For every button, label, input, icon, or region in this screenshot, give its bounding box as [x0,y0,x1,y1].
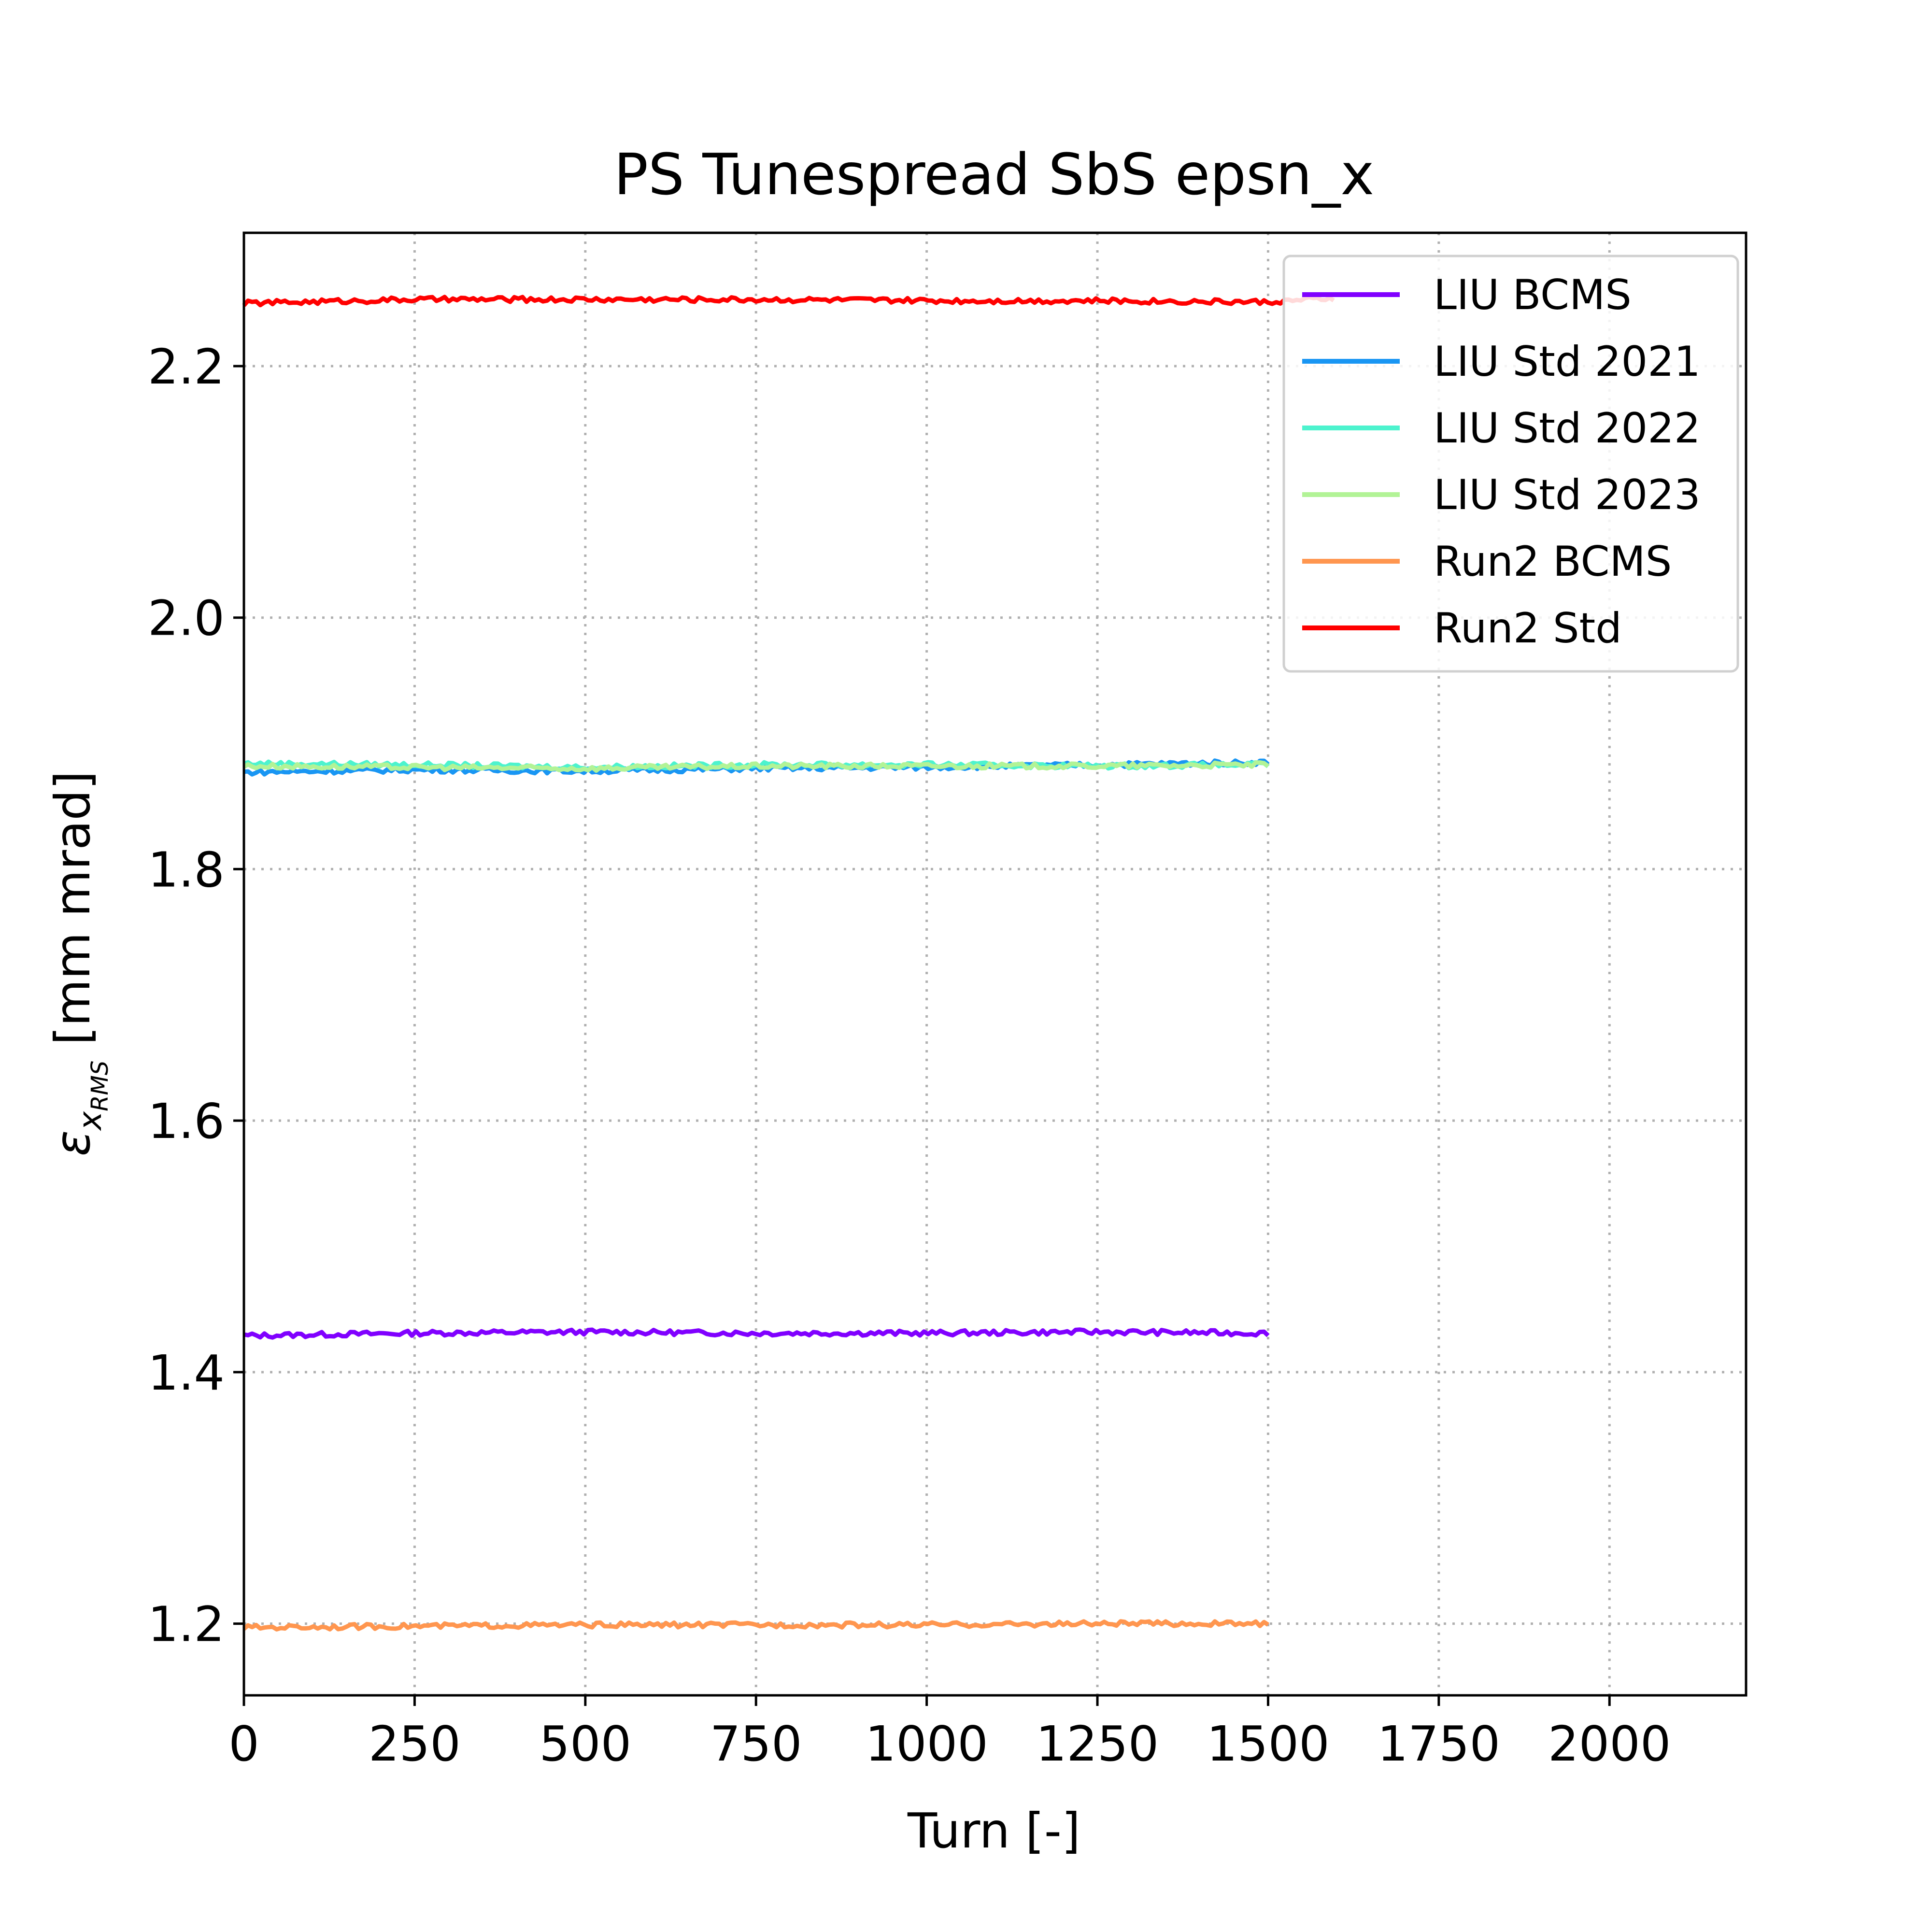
y-tick-label: 1.4 [148,1345,225,1401]
legend-label: LIU BCMS [1434,271,1632,319]
x-tick-label: 0 [228,1716,259,1772]
y-tick-label: 1.8 [148,841,225,898]
legend-label: LIU Std 2022 [1434,404,1701,453]
grid [242,233,1746,1695]
legend-label: Run2 Std [1434,604,1622,653]
y-tick-label: 1.2 [148,1596,225,1653]
legend: LIU BCMS LIU Std 2021 LIU Std 2022 LIU Std … [1282,255,1739,673]
x-axis-label: Turn [-] [907,1803,1080,1859]
legend-label: Run2 BCMS [1434,538,1672,586]
x-tick-label: 1750 [1378,1716,1501,1772]
series-line-4 [242,760,1270,773]
series-line-6 [242,295,1335,308]
y-axis-label: εxRMS [mm mrad] [44,771,114,1156]
y-axis-label-units: [mm mrad] [44,771,101,1061]
x-tick-label: 750 [710,1716,802,1772]
y-tick-label: 2.0 [148,590,225,647]
y-axis-ticks: 1.2 1.4 1.6 1.8 2.0 2.2 [148,339,244,1653]
y-tick-label: 2.2 [148,339,225,395]
chart-title: PS Tunespread SbS epsn_x [614,141,1374,208]
y-axis-label-symbol: ε [44,1130,101,1156]
legend-label: LIU Std 2023 [1434,471,1701,519]
x-axis-ticks: 0 250 500 750 1000 1250 1500 1750 2000 [228,1695,1671,1772]
plot-frame [242,231,1747,1697]
legend-label: LIU Std 2021 [1434,338,1701,386]
series-lines [242,295,1335,1632]
series-line-5 [242,1619,1269,1632]
x-tick-label: 500 [539,1716,631,1772]
x-tick-label: 1000 [865,1716,988,1772]
y-axis-label-subsubscript: RMS [86,1061,114,1111]
y-tick-label: 1.6 [148,1093,225,1150]
x-tick-label: 1250 [1036,1716,1159,1772]
x-tick-label: 250 [369,1716,461,1772]
y-axis-label-subscript: x [71,1111,109,1131]
series-line-1 [243,1327,1270,1340]
x-tick-label: 1500 [1207,1716,1330,1772]
x-tick-label: 2000 [1548,1716,1671,1772]
